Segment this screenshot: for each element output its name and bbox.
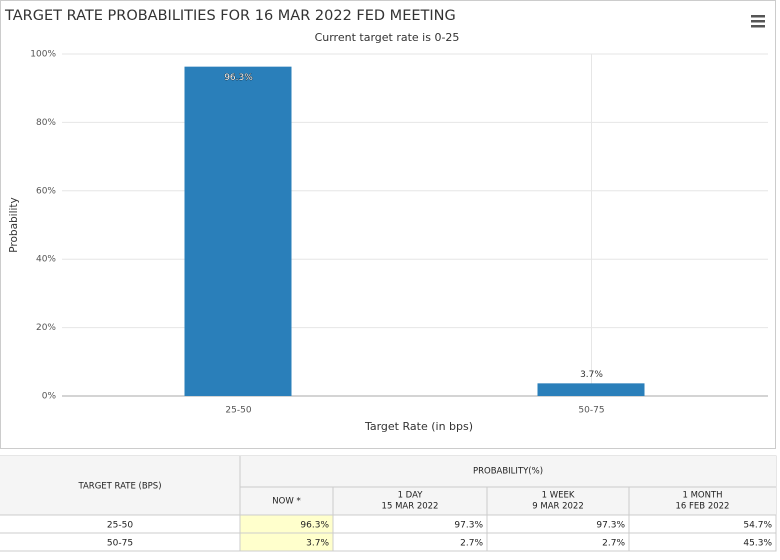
x-axis-title: Target Rate (in bps) bbox=[364, 420, 473, 433]
chart-subtitle: Current target rate is 0-25 bbox=[315, 31, 460, 44]
x-tick-label: 25-50 bbox=[225, 406, 251, 416]
cell: 97.3% bbox=[454, 521, 483, 531]
cell: 97.3% bbox=[596, 521, 625, 531]
column-header: 1 DAY bbox=[398, 491, 424, 501]
y-tick-label: 60% bbox=[36, 186, 56, 196]
menu-button[interactable] bbox=[751, 15, 765, 28]
bar bbox=[537, 383, 645, 396]
data-label: 3.7% bbox=[580, 370, 603, 380]
column-header: 1 WEEK bbox=[542, 491, 575, 501]
data-label: 96.3% bbox=[224, 73, 253, 83]
cell: 96.3% bbox=[300, 521, 329, 531]
header-bg bbox=[0, 456, 776, 515]
row-header: TARGET RATE (BPS) bbox=[77, 482, 161, 492]
chart-panel bbox=[0, 0, 776, 449]
y-axis-title: Probability bbox=[8, 197, 20, 253]
column-header: 1 MONTH bbox=[682, 491, 722, 501]
column-date: 9 MAR 2022 bbox=[532, 502, 584, 512]
column-date: 15 MAR 2022 bbox=[382, 502, 439, 512]
column-date: 16 FEB 2022 bbox=[676, 502, 730, 512]
cell: 2.7% bbox=[602, 539, 625, 549]
row-label: 25-50 bbox=[107, 521, 133, 531]
column-header: NOW * bbox=[272, 497, 300, 507]
group-header: PROBABILITY(%) bbox=[473, 467, 543, 477]
y-tick-label: 100% bbox=[30, 50, 56, 60]
y-tick-label: 80% bbox=[36, 118, 56, 128]
x-tick-label: 50-75 bbox=[578, 406, 604, 416]
cell: 45.3% bbox=[743, 539, 772, 549]
row-label: 50-75 bbox=[107, 539, 133, 549]
cell: 3.7% bbox=[306, 539, 329, 549]
chart-title: TARGET RATE PROBABILITIES FOR 16 MAR 202… bbox=[4, 8, 456, 24]
y-tick-label: 20% bbox=[36, 323, 56, 333]
y-tick-label: 0% bbox=[42, 392, 57, 402]
cell: 54.7% bbox=[743, 521, 772, 531]
cell: 2.7% bbox=[460, 539, 483, 549]
bar bbox=[184, 66, 292, 397]
y-tick-label: 40% bbox=[36, 255, 56, 265]
